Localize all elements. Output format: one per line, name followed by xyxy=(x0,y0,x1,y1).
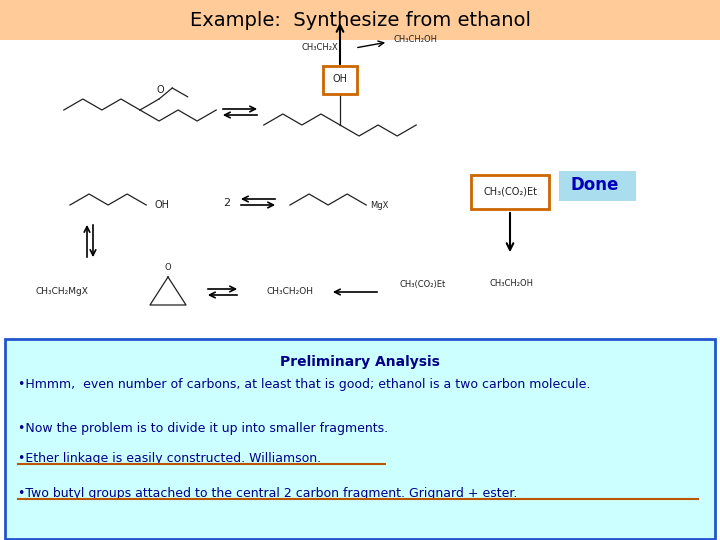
Text: CH₃CH₂OH: CH₃CH₂OH xyxy=(266,287,313,296)
Text: CH₃CH₂OH: CH₃CH₂OH xyxy=(490,280,534,288)
Text: Preliminary Analysis: Preliminary Analysis xyxy=(280,355,440,369)
FancyBboxPatch shape xyxy=(471,175,549,209)
Text: CH₃(CO₂)Et: CH₃(CO₂)Et xyxy=(483,187,537,197)
Text: MgX: MgX xyxy=(370,200,389,210)
Text: CH₃CH₂OH: CH₃CH₂OH xyxy=(393,36,437,44)
Text: CH₃CH₂MgX: CH₃CH₂MgX xyxy=(35,287,88,296)
Text: Done: Done xyxy=(571,176,619,194)
Text: Example:  Synthesize from ethanol: Example: Synthesize from ethanol xyxy=(189,10,531,30)
Bar xyxy=(0,0,720,40)
Text: CH₃(CO₂)Et: CH₃(CO₂)Et xyxy=(400,280,446,288)
Text: •Two butyl groups attached to the central 2 carbon fragment. Grignard + ester.: •Two butyl groups attached to the centra… xyxy=(18,487,518,500)
Text: OH: OH xyxy=(333,74,348,84)
FancyBboxPatch shape xyxy=(323,66,357,94)
Text: •Ether linkage is easily constructed. Williamson.: •Ether linkage is easily constructed. Wi… xyxy=(18,452,321,465)
Text: OH: OH xyxy=(154,200,169,210)
FancyBboxPatch shape xyxy=(5,339,715,539)
Text: •Now the problem is to divide it up into smaller fragments.: •Now the problem is to divide it up into… xyxy=(18,422,388,435)
Text: O: O xyxy=(165,262,171,272)
Text: CH₃CH₂X: CH₃CH₂X xyxy=(302,44,338,52)
Text: 2: 2 xyxy=(223,198,230,208)
Text: O: O xyxy=(156,85,164,95)
Text: •Hmmm,  even number of carbons, at least that is good; ethanol is a two carbon m: •Hmmm, even number of carbons, at least … xyxy=(18,378,590,391)
FancyBboxPatch shape xyxy=(559,171,636,201)
